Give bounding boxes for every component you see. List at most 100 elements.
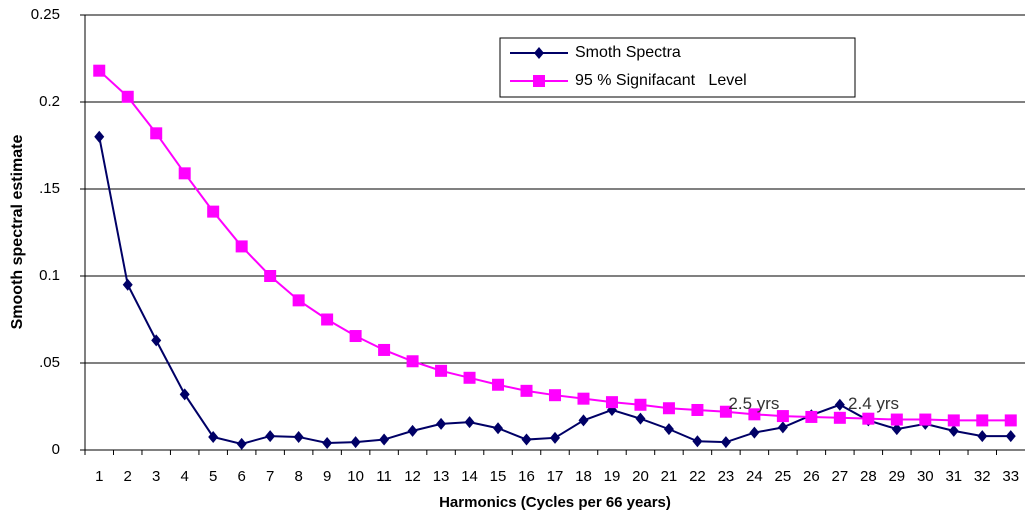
marker [436, 417, 447, 430]
y-tick-label: .05 [39, 354, 60, 371]
marker [719, 405, 732, 418]
y-tick-label: 0.1 [39, 267, 60, 284]
marker [93, 64, 106, 77]
marker [464, 416, 475, 429]
marker [520, 384, 533, 397]
marker [235, 240, 248, 253]
marker [492, 378, 505, 391]
marker [833, 411, 846, 424]
marker [379, 433, 390, 446]
marker [207, 205, 220, 218]
x-tick-label: 16 [518, 468, 535, 485]
marker [663, 423, 674, 436]
marker [948, 424, 959, 437]
marker [577, 392, 590, 405]
x-tick-label: 30 [917, 468, 934, 485]
marker [834, 398, 845, 411]
x-tick-label: 12 [404, 468, 421, 485]
annotation: 2.4 yrs [848, 394, 899, 413]
marker [150, 127, 163, 140]
y-tick-label: 0.2 [39, 93, 60, 110]
marker [534, 47, 544, 59]
marker [406, 355, 419, 368]
x-tick-label: 28 [860, 468, 877, 485]
marker [407, 424, 418, 437]
x-tick-label: 29 [888, 468, 905, 485]
y-tick-label: .15 [39, 180, 60, 197]
marker [890, 413, 903, 426]
marker [1004, 414, 1017, 427]
marker [533, 75, 545, 87]
marker [805, 410, 818, 423]
marker [749, 426, 760, 439]
x-tick-label: 1 [95, 468, 103, 485]
marker [891, 423, 902, 436]
marker [691, 403, 704, 416]
marker [919, 413, 932, 426]
marker [947, 414, 960, 427]
x-tick-label: 32 [974, 468, 991, 485]
legend-label: Smoth Spectra [575, 44, 681, 61]
x-tick-label: 6 [237, 468, 245, 485]
marker [692, 435, 703, 448]
x-tick-label: 23 [718, 468, 735, 485]
y-tick-label: 0 [52, 441, 60, 458]
x-tick-label: 27 [832, 468, 849, 485]
marker [293, 430, 304, 443]
marker [236, 437, 247, 450]
x-tick-label: 20 [632, 468, 649, 485]
marker [748, 408, 761, 421]
marker [179, 388, 190, 401]
x-tick-label: 7 [266, 468, 274, 485]
marker [550, 431, 560, 444]
x-tick-label: 24 [746, 468, 763, 485]
marker [1005, 430, 1016, 443]
x-tick-label: 4 [181, 468, 189, 485]
marker [435, 364, 448, 377]
y-tick-label: 0.25 [31, 6, 60, 23]
x-tick-label: 31 [945, 468, 962, 485]
x-tick-label: 19 [604, 468, 621, 485]
marker [635, 412, 646, 425]
legend-box [499, 37, 856, 98]
marker [94, 130, 105, 143]
marker [976, 414, 989, 427]
y-axis-title: Smooth spectral estimate [9, 135, 26, 330]
x-tick-label: 15 [490, 468, 507, 485]
x-tick-label: 33 [1002, 468, 1019, 485]
legend-label: 95 % Signifacant Level [575, 72, 747, 89]
marker [265, 430, 276, 443]
annotation: 2.5 yrs [728, 394, 779, 413]
marker [605, 396, 618, 409]
marker [378, 343, 391, 356]
marker [634, 398, 647, 411]
marker [862, 412, 875, 425]
marker [777, 421, 788, 434]
marker [349, 330, 362, 343]
x-tick-label: 10 [347, 468, 364, 485]
marker [521, 433, 532, 446]
x-axis-title: Harmonics (Cycles per 66 years) [439, 494, 671, 511]
x-tick-label: 8 [294, 468, 302, 485]
marker [264, 270, 277, 282]
x-tick-label: 18 [575, 468, 592, 485]
x-tick-label: 9 [323, 468, 331, 485]
x-tick-label: 22 [689, 468, 706, 485]
marker [350, 436, 361, 449]
x-tick-label: 26 [803, 468, 820, 485]
x-tick-label: 11 [376, 468, 392, 485]
x-tick-label: 2 [124, 468, 132, 485]
marker [549, 389, 561, 402]
marker [322, 437, 333, 450]
marker [292, 294, 305, 307]
marker [493, 422, 504, 435]
marker [321, 313, 334, 326]
marker [662, 402, 675, 415]
x-tick-label: 3 [152, 468, 160, 485]
x-tick-label: 14 [461, 468, 478, 485]
marker [463, 371, 476, 384]
marker [776, 410, 789, 423]
x-tick-label: 5 [209, 468, 217, 485]
marker [121, 90, 134, 103]
